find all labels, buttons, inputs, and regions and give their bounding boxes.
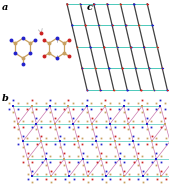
- Text: c: c: [87, 3, 93, 12]
- Text: b: b: [2, 94, 9, 103]
- Text: a: a: [2, 3, 8, 12]
